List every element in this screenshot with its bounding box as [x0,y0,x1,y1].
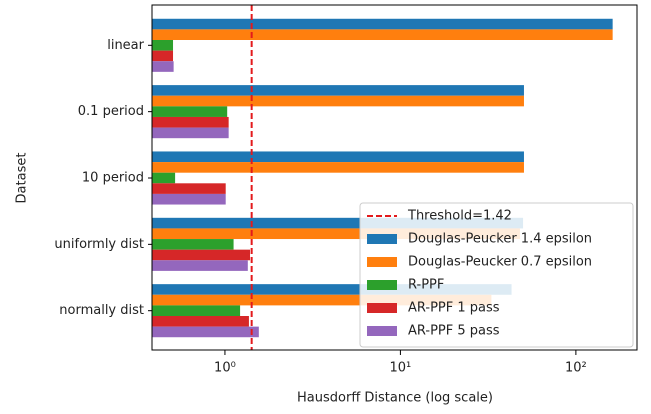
bar [152,106,228,117]
bar [152,127,229,139]
x-axis-label: Hausdorff Distance (log scale) [297,391,493,406]
bar [152,40,174,51]
bar [152,172,176,184]
bar [152,249,251,261]
legend-swatch [367,303,397,313]
bar [152,294,492,306]
bar [152,239,234,250]
bar [152,316,249,327]
bar [152,61,174,72]
legend-swatch [367,326,397,336]
legend-label: AR-PPF 1 pass [408,301,500,316]
bar [152,228,520,240]
bar [152,29,613,40]
plot-frame [151,4,638,351]
bar [152,217,524,229]
legend-swatch [367,257,397,267]
bar [152,326,259,338]
bar [152,183,226,194]
bar [152,18,613,30]
y-tick-label: uniformly dist [54,237,144,252]
bar [152,305,241,316]
bar [152,162,524,173]
bar [152,151,524,163]
x-tick-label: 10⁰ [214,361,236,376]
legend-label: Douglas-Peucker 1.4 epsilon [408,232,592,247]
bar [152,116,229,128]
legend-label: Douglas-Peucker 0.7 epsilon [408,255,592,270]
bar [152,85,524,96]
legend-swatch [367,234,397,244]
bar [152,50,174,62]
x-tick-label: 10¹ [390,361,412,376]
y-tick-label: 10 period [82,171,144,186]
y-tick-label: linear [107,38,144,53]
bar [152,260,248,271]
bar [152,193,226,205]
y-axis-label: Dataset [15,153,30,204]
legend-label: R-PPF [408,278,444,293]
legend-swatch [367,280,397,290]
legend-box [359,202,634,348]
legend-label: Threshold=1.42 [407,209,512,224]
y-tick-label: 0.1 period [78,104,144,119]
x-tick-label: 10² [565,361,587,376]
bar [152,95,524,107]
bar [152,284,512,295]
y-tick-label: normally dist [59,303,144,318]
legend-label: AR-PPF 5 pass [408,324,500,339]
